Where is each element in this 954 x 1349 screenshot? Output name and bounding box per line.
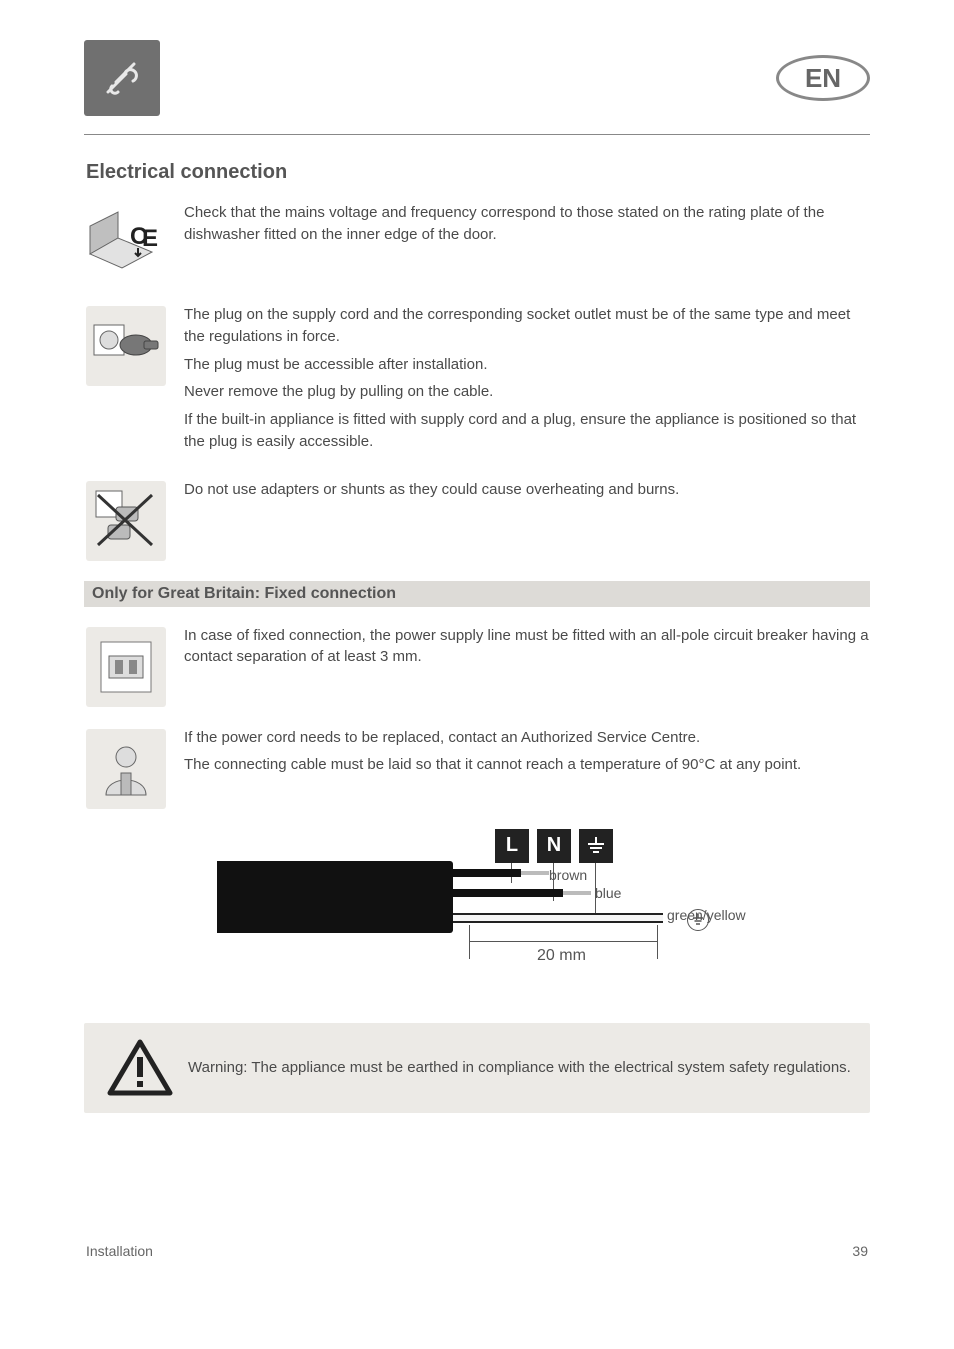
strip-length-dimension: 20 mm (537, 947, 586, 965)
subsection-heading: Only for Great Britain: Fixed connection (84, 581, 870, 607)
body-text: The connecting cable must be laid so tha… (184, 754, 870, 776)
warning-icon (100, 1039, 180, 1097)
tools-icon (84, 40, 160, 116)
body-text: The plug must be accessible after instal… (184, 354, 870, 376)
footer-section-label: Installation (86, 1243, 153, 1259)
wire-colour-brown: brown (549, 867, 587, 883)
warning-text: Warning: The appliance must be earthed i… (180, 1057, 854, 1079)
rating-plate-icon: C E (86, 204, 166, 284)
page-number: 39 (852, 1243, 868, 1259)
svg-text:E: E (142, 225, 158, 252)
terminal-l-label: L (495, 829, 529, 863)
section-title: Electrical connection (86, 161, 870, 184)
warning-box: Warning: The appliance must be earthed i… (84, 1023, 870, 1113)
body-text: Do not use adapters or shunts as they co… (184, 479, 870, 501)
no-adapter-icon (86, 481, 166, 561)
language-badge: EN (776, 55, 870, 101)
body-text: Check that the mains voltage and frequen… (184, 202, 870, 246)
wire-colour-blue: blue (595, 885, 621, 901)
wiring-diagram: L N (84, 829, 870, 999)
header-rule (84, 134, 870, 135)
body-text: In case of fixed connection, the power s… (184, 625, 870, 669)
body-text: If the built-in appliance is fitted with… (184, 409, 870, 453)
technician-icon (86, 729, 166, 809)
plug-socket-icon (86, 306, 166, 386)
body-text: If the power cord needs to be replaced, … (184, 727, 870, 749)
circuit-breaker-icon (86, 627, 166, 707)
body-text: The plug on the supply cord and the corr… (184, 304, 870, 348)
earth-symbol-icon (687, 909, 709, 931)
terminal-earth-label (579, 829, 613, 863)
terminal-n-label: N (537, 829, 571, 863)
body-text: Never remove the plug by pulling on the … (184, 381, 870, 403)
